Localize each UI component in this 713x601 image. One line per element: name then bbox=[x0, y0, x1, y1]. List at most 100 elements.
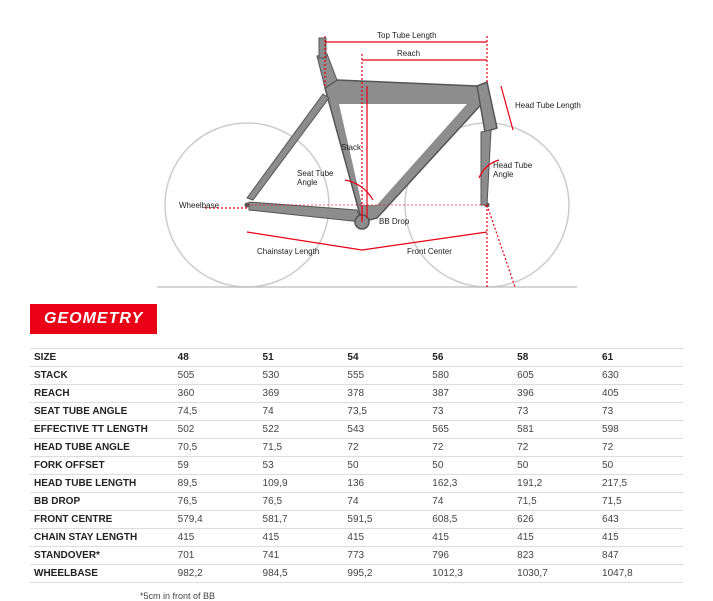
cell: 74 bbox=[428, 493, 513, 511]
cell: 522 bbox=[259, 421, 344, 439]
cell: 76,5 bbox=[174, 493, 259, 511]
cell: 630 bbox=[598, 367, 683, 385]
diagram-svg: Top Tube Length Reach Stack Head Tube Le… bbox=[77, 0, 637, 295]
cell: 396 bbox=[513, 385, 598, 403]
table-row: WHEELBASE982,2984,5995,21012,31030,71047… bbox=[30, 565, 683, 583]
cell: 643 bbox=[598, 511, 683, 529]
cell: 796 bbox=[428, 547, 513, 565]
cell: 217,5 bbox=[598, 475, 683, 493]
cell: 502 bbox=[174, 421, 259, 439]
cell: 984,5 bbox=[259, 565, 344, 583]
lbl-wheelbase: Wheelbase bbox=[179, 201, 220, 210]
row-label: SEAT TUBE ANGLE bbox=[30, 403, 174, 421]
cell: 50 bbox=[513, 457, 598, 475]
cell: 74,5 bbox=[174, 403, 259, 421]
lbl-reach: Reach bbox=[397, 49, 420, 58]
cell: 73,5 bbox=[343, 403, 428, 421]
cell: 50 bbox=[598, 457, 683, 475]
cell: 109,9 bbox=[259, 475, 344, 493]
geometry-diagram: Top Tube Length Reach Stack Head Tube Le… bbox=[0, 0, 713, 300]
cell: 579,4 bbox=[174, 511, 259, 529]
lbl-chainstay: Chainstay Length bbox=[257, 247, 319, 256]
cell: 89,5 bbox=[174, 475, 259, 493]
cell: 530 bbox=[259, 367, 344, 385]
cell: 995,2 bbox=[343, 565, 428, 583]
cell: 50 bbox=[343, 457, 428, 475]
geometry-table: SIZE 48 51 54 56 58 61 STACK505530555580… bbox=[30, 348, 683, 583]
cell: 136 bbox=[343, 475, 428, 493]
cell: 555 bbox=[343, 367, 428, 385]
row-label: BB DROP bbox=[30, 493, 174, 511]
cell: 162,3 bbox=[428, 475, 513, 493]
row-label: EFFECTIVE TT LENGTH bbox=[30, 421, 174, 439]
cell: 415 bbox=[259, 529, 344, 547]
cell: 1030,7 bbox=[513, 565, 598, 583]
lbl-top-tube: Top Tube Length bbox=[377, 31, 437, 40]
cell: 580 bbox=[428, 367, 513, 385]
section-header: GEOMETRY bbox=[30, 304, 157, 334]
cell: 71,5 bbox=[259, 439, 344, 457]
table-row: STANDOVER*701741773796823847 bbox=[30, 547, 683, 565]
table-row: STACK505530555580605630 bbox=[30, 367, 683, 385]
cell: 50 bbox=[428, 457, 513, 475]
col-48: 48 bbox=[174, 349, 259, 367]
cell: 581,7 bbox=[259, 511, 344, 529]
cell: 415 bbox=[174, 529, 259, 547]
cell: 74 bbox=[343, 493, 428, 511]
cell: 360 bbox=[174, 385, 259, 403]
cell: 53 bbox=[259, 457, 344, 475]
cell: 73 bbox=[428, 403, 513, 421]
geometry-table-wrap: SIZE 48 51 54 56 58 61 STACK505530555580… bbox=[30, 348, 683, 583]
cell: 591,5 bbox=[343, 511, 428, 529]
cell: 415 bbox=[513, 529, 598, 547]
table-row: REACH360369378387396405 bbox=[30, 385, 683, 403]
cell: 543 bbox=[343, 421, 428, 439]
frame bbox=[247, 38, 497, 229]
cell: 505 bbox=[174, 367, 259, 385]
cell: 369 bbox=[259, 385, 344, 403]
col-56: 56 bbox=[428, 349, 513, 367]
row-label: FORK OFFSET bbox=[30, 457, 174, 475]
cell: 773 bbox=[343, 547, 428, 565]
cell: 76,5 bbox=[259, 493, 344, 511]
cell: 741 bbox=[259, 547, 344, 565]
cell: 378 bbox=[343, 385, 428, 403]
table-row: FORK OFFSET595350505050 bbox=[30, 457, 683, 475]
cell: 415 bbox=[598, 529, 683, 547]
cell: 605 bbox=[513, 367, 598, 385]
cell: 72 bbox=[343, 439, 428, 457]
cell: 387 bbox=[428, 385, 513, 403]
cell: 626 bbox=[513, 511, 598, 529]
cell: 59 bbox=[174, 457, 259, 475]
row-label: REACH bbox=[30, 385, 174, 403]
cell: 191,2 bbox=[513, 475, 598, 493]
cell: 565 bbox=[428, 421, 513, 439]
cell: 71,5 bbox=[598, 493, 683, 511]
cell: 72 bbox=[598, 439, 683, 457]
lbl-front-center: Front Center bbox=[407, 247, 452, 256]
cell: 74 bbox=[259, 403, 344, 421]
row-label: CHAIN STAY LENGTH bbox=[30, 529, 174, 547]
cell: 581 bbox=[513, 421, 598, 439]
cell: 701 bbox=[174, 547, 259, 565]
table-row: EFFECTIVE TT LENGTH502522543565581598 bbox=[30, 421, 683, 439]
col-54: 54 bbox=[343, 349, 428, 367]
cell: 847 bbox=[598, 547, 683, 565]
cell: 608,5 bbox=[428, 511, 513, 529]
lbl-head-tube-length: Head Tube Length bbox=[515, 101, 581, 110]
cell: 982,2 bbox=[174, 565, 259, 583]
table-row: HEAD TUBE LENGTH89,5109,9136162,3191,221… bbox=[30, 475, 683, 493]
cell: 73 bbox=[513, 403, 598, 421]
cell: 415 bbox=[428, 529, 513, 547]
cell: 415 bbox=[343, 529, 428, 547]
row-label: STANDOVER* bbox=[30, 547, 174, 565]
cell: 1047,8 bbox=[598, 565, 683, 583]
lbl-head-tube-angle: Head TubeAngle bbox=[493, 161, 533, 179]
lbl-stack: Stack bbox=[341, 143, 362, 152]
col-61: 61 bbox=[598, 349, 683, 367]
cell: 73 bbox=[598, 403, 683, 421]
cell: 72 bbox=[513, 439, 598, 457]
cell: 823 bbox=[513, 547, 598, 565]
cell: 72 bbox=[428, 439, 513, 457]
cell: 598 bbox=[598, 421, 683, 439]
